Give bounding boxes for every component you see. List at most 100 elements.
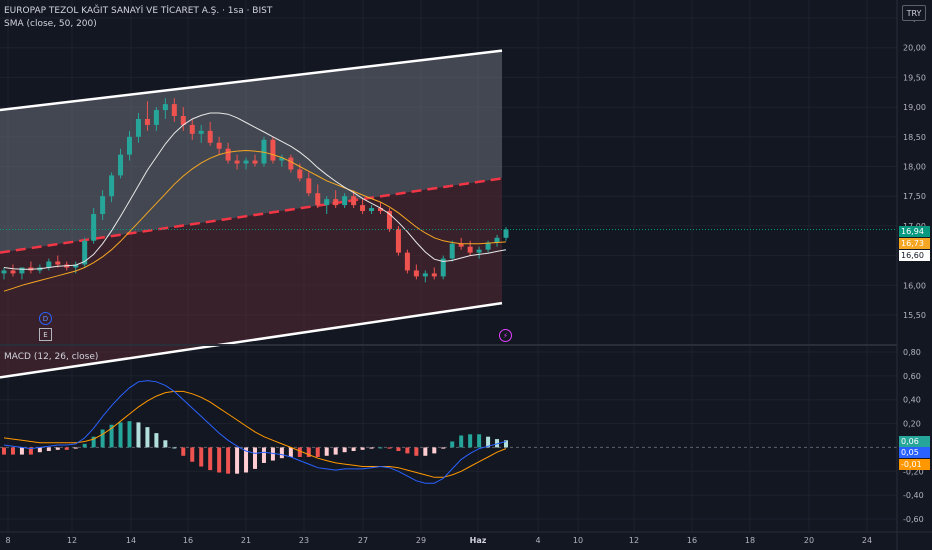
macd-histogram-bar — [190, 447, 195, 462]
candle-body — [55, 261, 61, 265]
candle-body — [386, 211, 392, 229]
time-tick-label: 23 — [299, 536, 309, 545]
macd-histogram-bar — [261, 447, 266, 463]
candle-body — [261, 139, 267, 164]
macd-histogram-bar — [82, 443, 87, 448]
macd-value-label: 0,06 — [899, 436, 930, 447]
dividend-badge-icon[interactable]: D — [39, 312, 52, 325]
macd-line — [3, 380, 507, 484]
price-tick-label: 19,50 — [903, 73, 926, 82]
macd-histogram-bar — [253, 447, 257, 469]
macd-histogram-bar — [19, 447, 24, 455]
macd-histogram-bar — [360, 447, 365, 450]
candle-body — [225, 148, 231, 161]
price-tick-label: 19,00 — [903, 103, 926, 112]
macd-histogram-bar — [136, 422, 141, 448]
symbol-title-text: EUROPAP TEZOL KAĞIT SANAYİ VE TİCARET A.… — [4, 6, 273, 16]
macd-histogram-bar — [414, 447, 419, 456]
price-axis-bg — [897, 0, 932, 550]
macd-histogram-bar — [46, 447, 51, 452]
candle-body — [404, 252, 410, 271]
macd-histogram-bar — [333, 447, 338, 455]
macd-histogram-bar — [127, 421, 132, 448]
candle-body — [10, 270, 16, 274]
earnings-badge-letter: E — [43, 330, 48, 339]
histogram-value-label: -0,01 — [899, 459, 930, 470]
time-tick-label: Haz — [470, 536, 487, 545]
currency-button[interactable]: TRY — [902, 5, 926, 21]
macd-histogram-bar — [432, 447, 437, 454]
candle-body — [252, 160, 258, 164]
sma_slow-price-label: 16,73 — [899, 238, 930, 249]
price-tick-label: 18,50 — [903, 133, 926, 142]
macd-histogram-bar — [100, 429, 105, 448]
macd-histogram-bar — [504, 440, 508, 448]
candle-body — [279, 157, 285, 161]
candle-body — [422, 273, 428, 277]
candles — [1, 98, 509, 283]
sma-indicator-text: SMA (close, 50, 200) — [4, 19, 97, 29]
symbol-title: EUROPAP TEZOL KAĞIT SANAYİ VE TİCARET A.… — [4, 6, 272, 16]
currency-button-label: TRY — [906, 8, 922, 18]
macd-histogram-bar — [154, 433, 159, 448]
macd-tick-label: 0,20 — [903, 420, 921, 429]
candle-body — [153, 110, 159, 125]
sma-slow-line — [3, 149, 507, 292]
candle-body — [270, 139, 276, 161]
sma-indicator-label[interactable]: SMA (close, 50, 200) — [4, 19, 97, 29]
macd-tick-label: 0,60 — [903, 372, 921, 381]
candle-body — [135, 118, 141, 137]
sma-fast-line — [3, 112, 507, 270]
macd-signal-line — [3, 390, 507, 478]
time-tick-label: 4 — [535, 536, 540, 545]
candle-body — [449, 243, 455, 259]
candle-body — [180, 116, 186, 125]
macd-histogram-bar — [199, 447, 204, 467]
macd-histogram-bar — [477, 434, 482, 448]
split-badge-icon[interactable]: ⚡ — [499, 329, 512, 342]
time-tick-label: 16 — [183, 536, 193, 545]
candle-body — [395, 228, 401, 253]
macd-tick-label: 0,40 — [903, 396, 921, 405]
candle-body — [127, 136, 132, 155]
macd-histogram-bar — [486, 436, 491, 448]
candle-body — [458, 243, 464, 247]
candle-body — [378, 208, 383, 212]
split-badge-glyph: ⚡ — [503, 331, 508, 340]
macd-histogram-bar — [172, 447, 177, 449]
candle-body — [243, 160, 249, 164]
candle-body — [207, 130, 213, 143]
time-tick-label: 10 — [573, 536, 583, 545]
candle-body — [324, 199, 330, 206]
candle-body — [82, 240, 88, 265]
macd-histogram-bar — [315, 447, 320, 457]
price-tick-label: 18,00 — [903, 163, 926, 172]
candle-body — [189, 124, 195, 134]
macd-histogram-bar — [73, 447, 78, 449]
candle-body — [198, 130, 204, 134]
time-tick-label: 14 — [126, 536, 136, 545]
macd-histogram-bar — [423, 447, 428, 456]
macd-histogram-bar — [163, 440, 168, 448]
macd-histogram-bar — [450, 441, 455, 448]
candle-body — [485, 242, 491, 250]
channel-upper-fill — [0, 50, 502, 253]
macd-histogram-bar — [396, 447, 401, 452]
candle-body — [431, 273, 437, 277]
candle-body — [494, 237, 500, 243]
macd-tick-label: -0,40 — [903, 491, 924, 500]
macd-pane — [0, 344, 932, 484]
macd-indicator-label[interactable]: MACD (12, 26, close) — [4, 352, 98, 362]
price-tick-label: 16,00 — [903, 281, 926, 290]
macd-histogram-bar — [28, 447, 33, 455]
candle-body — [109, 175, 115, 197]
macd-histogram-bar — [145, 427, 150, 448]
candle-body — [297, 169, 303, 179]
signal-value-label: 0,05 — [899, 447, 930, 458]
macd-histogram-bar — [495, 439, 500, 448]
last-price-label: 16,94 — [899, 226, 930, 237]
candle-body — [19, 267, 25, 274]
macd-histogram-bar — [118, 422, 123, 448]
earnings-badge-icon[interactable]: E — [39, 328, 52, 341]
